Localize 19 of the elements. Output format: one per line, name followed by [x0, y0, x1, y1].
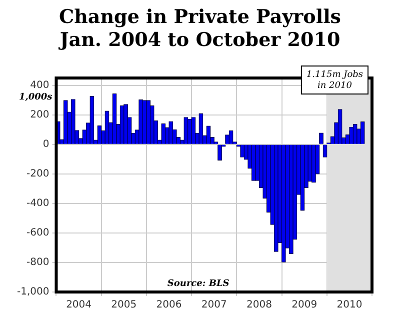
y-tick-label: 0 — [42, 139, 50, 150]
y-tick-label: 400 — [30, 80, 50, 91]
y-tick-label: -800 — [26, 257, 50, 268]
band-label: 1.115m Jobs in 2010 — [306, 70, 364, 91]
x-tick-label: 2009 — [292, 300, 318, 311]
x-tick-label: 2005 — [111, 300, 137, 311]
y-tick-label: -600 — [26, 228, 50, 239]
x-tick-label: 2004 — [66, 300, 92, 311]
x-tick-label: 2007 — [201, 300, 227, 311]
y-tick-label: -400 — [26, 198, 50, 210]
y-axis-title: 1,000s — [18, 92, 52, 103]
x-tick-label: 2010 — [336, 300, 362, 311]
annotation: Source: BLS — [167, 278, 230, 289]
chart-title: Change in Private Payrolls Jan. 2004 to October 2010 — [58, 6, 342, 52]
y-tick-label: -1,000 — [16, 286, 50, 298]
x-tick-label: 2008 — [246, 300, 272, 311]
x-tick-label: 2006 — [156, 300, 182, 311]
y-tick-label: -200 — [26, 168, 50, 180]
y-tick-label: 200 — [30, 109, 50, 120]
